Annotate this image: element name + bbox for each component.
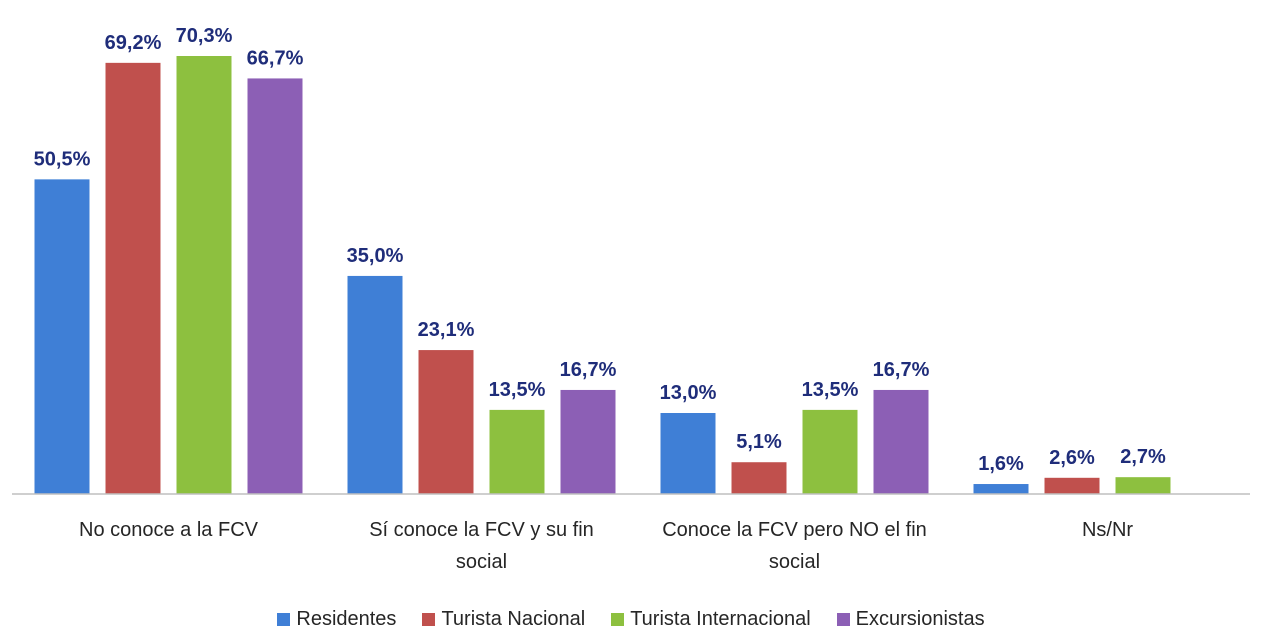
x-tick-label: No conoce a la FCV — [79, 519, 258, 541]
bar — [489, 409, 545, 494]
value-label: 13,5% — [802, 379, 859, 401]
value-label: 2,6% — [1049, 447, 1095, 469]
value-label: 13,5% — [489, 379, 546, 401]
value-label: 1,6% — [978, 453, 1024, 475]
bar — [105, 62, 161, 494]
value-label: 23,1% — [418, 319, 475, 341]
bar — [34, 179, 90, 494]
x-tick-label: Sí conoce la FCV y su fin social — [369, 519, 594, 573]
value-label: 50,5% — [34, 148, 91, 170]
value-label: 66,7% — [247, 47, 304, 69]
legend-label: Residentes — [296, 608, 397, 630]
bar — [418, 350, 474, 494]
value-label: 2,7% — [1120, 446, 1166, 468]
value-label: 70,3% — [176, 25, 233, 47]
legend-item: Turista Internacional — [611, 608, 811, 631]
bar — [176, 56, 232, 494]
legend-label: Turista Internacional — [630, 608, 811, 630]
legend-label: Turista Nacional — [441, 608, 586, 630]
value-label: 5,1% — [736, 431, 782, 453]
legend-swatch — [611, 613, 625, 626]
bar — [347, 275, 403, 494]
bar — [973, 484, 1029, 494]
x-tick-label: Ns/Nr — [1081, 519, 1134, 541]
legend-item: Residentes — [277, 608, 396, 631]
legend-swatch — [836, 613, 850, 626]
bar — [560, 389, 616, 494]
bar — [873, 389, 929, 494]
value-label: 13,0% — [660, 382, 717, 404]
value-label: 16,7% — [560, 359, 617, 381]
legend-label: Excursionistas — [855, 608, 985, 630]
value-label: 69,2% — [105, 32, 162, 54]
legend-item: Turista Nacional — [422, 608, 585, 631]
bar — [1044, 477, 1100, 494]
bar — [1115, 477, 1171, 494]
bar — [802, 409, 858, 494]
x-tick-label: Conoce la FCV pero NO el fin social — [662, 519, 927, 573]
legend-swatch — [422, 613, 436, 626]
legend-swatch — [277, 613, 291, 626]
bar — [660, 413, 716, 494]
bar — [731, 462, 787, 494]
value-label: 16,7% — [873, 359, 930, 381]
legend-item: Excursionistas — [836, 608, 985, 631]
value-label: 35,0% — [347, 245, 404, 267]
legend: Residentes Turista Nacional Turista Intern… — [0, 608, 1262, 631]
bar — [247, 78, 303, 494]
